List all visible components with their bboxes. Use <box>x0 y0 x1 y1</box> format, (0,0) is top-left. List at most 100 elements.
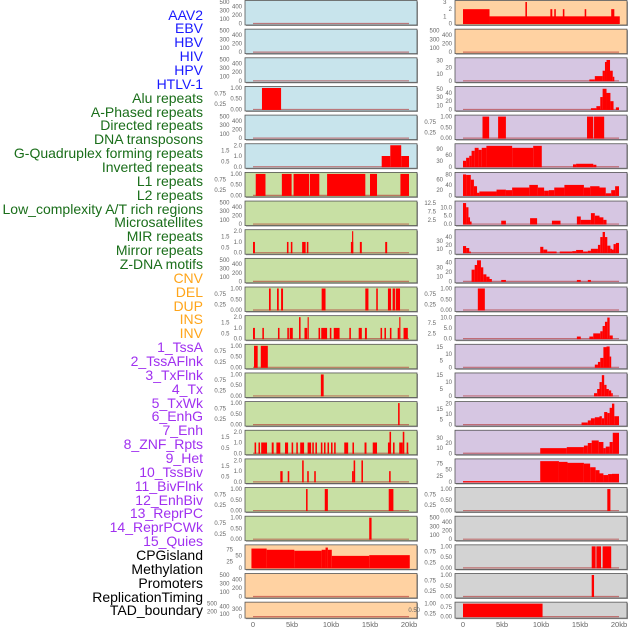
data-bar <box>381 156 391 168</box>
data-bar <box>547 251 557 254</box>
y-tick-label: 30 <box>436 159 443 165</box>
y-tick-label: 0.00 <box>440 308 452 314</box>
y-tick-label: 2.0 <box>234 458 243 464</box>
track-panel: 0.00 0.25 0.50 0.75 1.00 <box>214 344 418 371</box>
data-bar <box>583 187 591 196</box>
track-label: Z-DNA motifs <box>119 255 203 272</box>
data-bar <box>587 443 592 454</box>
data-bar <box>600 237 603 254</box>
data-bar <box>306 241 309 254</box>
data-bar <box>258 442 261 454</box>
data-bar <box>312 442 314 454</box>
y-tick-label: 400 <box>232 33 243 39</box>
y-tick-label: 300 <box>219 66 230 72</box>
data-bar <box>302 241 306 254</box>
data-bar <box>605 193 612 196</box>
data-bar <box>606 389 609 397</box>
data-bar <box>463 160 467 168</box>
track-label: INV <box>179 325 203 342</box>
data-bar <box>607 317 610 340</box>
track-panel: 0.0 0.5 1.0 1.5 2.0 <box>221 458 418 486</box>
data-bar <box>477 288 485 311</box>
y-tick-label: 0.0 <box>234 337 243 343</box>
data-bar <box>262 327 264 340</box>
y-tick-label: 0.00 <box>230 394 242 400</box>
data-bar <box>600 331 603 340</box>
y-tick-label: 0.75 <box>214 177 226 183</box>
data-bar <box>600 357 604 368</box>
data-bar <box>290 241 293 254</box>
data-bar <box>352 442 355 454</box>
track-label: Inverted repeats <box>101 158 203 175</box>
data-bar <box>393 442 395 454</box>
data-bar <box>611 249 614 254</box>
y-tick-label: 300 <box>219 266 230 272</box>
data-bar <box>300 442 305 454</box>
y-tick-label: 300 <box>232 607 243 613</box>
track-label: 6_EnhG <box>151 408 203 425</box>
data-bar <box>287 327 289 340</box>
data-bar <box>603 219 607 225</box>
y-tick-label: 0.25 <box>424 503 436 509</box>
y-tick-label: 0.0 <box>444 337 453 343</box>
data-bar <box>370 173 378 196</box>
data-bar <box>583 251 588 254</box>
track-label: Low_complexity A/T rich regions <box>2 200 204 217</box>
data-bar <box>548 190 555 196</box>
data-bar <box>321 288 326 311</box>
data-bar <box>587 279 591 282</box>
y-tick-label: 0.5 <box>221 331 230 337</box>
y-tick-label: 0.75 <box>424 292 436 298</box>
data-bar <box>603 475 609 483</box>
y-tick-label: 0 <box>239 222 243 228</box>
y-tick-label: 0.75 <box>214 349 226 355</box>
x-tick-label: 0 <box>251 620 255 629</box>
data-bar <box>584 9 587 24</box>
y-tick-label: 300 <box>219 209 230 215</box>
data-bar <box>286 241 289 254</box>
data-bar <box>329 327 332 340</box>
data-bar <box>398 403 400 426</box>
data-bar <box>376 288 378 311</box>
y-tick-label: 1.00 <box>230 487 242 493</box>
track-panel: 0.0 0.5 1.0 1.5 2.0 <box>221 315 418 343</box>
track-label: ReplicationTiming <box>92 588 203 605</box>
data-bar <box>603 448 606 454</box>
y-tick-label: 10 <box>436 103 443 109</box>
data-bar <box>399 317 401 340</box>
data-bar <box>613 244 616 254</box>
y-tick-label: 30 <box>436 239 443 245</box>
y-tick-label: 10.0 <box>440 205 452 211</box>
data-bar <box>606 92 611 110</box>
data-bar <box>486 145 513 168</box>
y-tick-label: 0.25 <box>424 611 436 617</box>
y-tick-label: 400 <box>232 62 243 68</box>
y-tick-label: 100 <box>219 75 230 81</box>
data-bar <box>369 517 372 540</box>
x-tick-label: 15kb <box>362 620 378 629</box>
y-tick-label: 0 <box>449 537 453 543</box>
data-bar <box>610 248 612 254</box>
data-bar <box>583 445 588 454</box>
data-bar <box>615 186 619 196</box>
track-label: EBV <box>174 20 203 37</box>
data-bar <box>364 442 367 454</box>
panel-background <box>244 515 418 542</box>
y-tick-label: 0.50 <box>230 526 242 532</box>
data-bar <box>587 116 594 139</box>
data-bar <box>365 288 369 311</box>
y-tick-label: 10 <box>436 72 443 78</box>
y-tick-label: 0 <box>449 394 453 400</box>
track-label: AAV2 <box>168 6 203 23</box>
track-label: 11_BivFlnk <box>134 477 203 494</box>
y-tick-label: 2.0 <box>234 315 243 321</box>
track-panel: 0.0 2.5 5.0 7.510.0 12.5 <box>424 200 628 228</box>
data-bar <box>281 173 292 196</box>
data-bar <box>602 546 612 569</box>
